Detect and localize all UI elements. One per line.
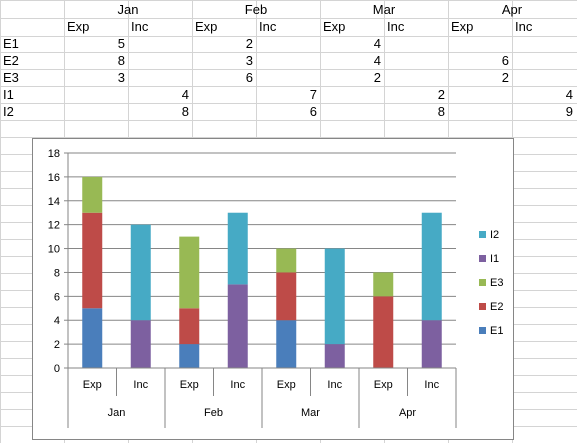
y-tick-label: 18 [48, 148, 60, 160]
y-tick-label: 0 [54, 363, 60, 375]
bar-segment-e3[interactable] [179, 236, 200, 309]
bar-segment-e1[interactable] [276, 320, 297, 368]
value-cell[interactable]: 6 [501, 53, 509, 68]
legend-swatch [479, 327, 486, 334]
y-tick-label: 2 [54, 339, 60, 351]
bar-segment-i2[interactable] [130, 224, 151, 321]
y-tick-label: 10 [48, 244, 60, 256]
row-label-cell[interactable]: E1 [3, 36, 19, 51]
bar-segment-e2[interactable] [373, 296, 394, 368]
row-label-cell[interactable]: I2 [3, 104, 14, 119]
legend-label: I2 [490, 229, 499, 241]
legend-label: E3 [490, 277, 503, 289]
subheader-cell[interactable]: Inc [515, 19, 533, 34]
value-cell[interactable]: 8 [117, 53, 125, 68]
x-group-label: Jan [108, 407, 126, 419]
legend-label: E1 [490, 325, 503, 337]
x-tick-label: Exp [180, 379, 199, 391]
value-cell[interactable]: 6 [309, 104, 317, 119]
y-tick-label: 8 [54, 267, 60, 279]
bar-segment-e3[interactable] [373, 272, 394, 297]
value-cell[interactable]: 4 [565, 87, 573, 102]
value-cell[interactable]: 3 [117, 70, 125, 85]
x-tick-label: Inc [424, 379, 439, 391]
row-label-cell[interactable]: I1 [3, 87, 14, 102]
bar-segment-e3[interactable] [82, 176, 103, 213]
legend-label: I1 [490, 253, 499, 265]
value-cell[interactable]: 8 [437, 104, 445, 119]
subheader-cell[interactable]: Exp [451, 19, 474, 34]
month-header-cell[interactable]: Feb [244, 2, 268, 17]
legend-swatch [479, 255, 486, 262]
legend-swatch [479, 231, 486, 238]
x-tick-label: Exp [277, 379, 296, 391]
x-tick-label: Inc [230, 379, 245, 391]
value-cell[interactable]: 6 [245, 70, 253, 85]
value-cell[interactable]: 7 [309, 87, 317, 102]
row-label-cell[interactable]: E2 [3, 53, 19, 68]
legend-swatch [479, 303, 486, 310]
y-tick-label: 4 [54, 315, 60, 327]
bar-segment-e2[interactable] [179, 308, 200, 345]
bar-segment-i2[interactable] [421, 212, 442, 321]
y-tick-label: 16 [48, 172, 60, 184]
row-label-cell[interactable]: E3 [3, 70, 19, 85]
subheader-cell[interactable]: Inc [131, 19, 149, 34]
bar-segment-e2[interactable] [82, 212, 103, 309]
value-cell[interactable]: 8 [181, 104, 189, 119]
legend-label: E2 [490, 301, 503, 313]
month-header-cell[interactable]: Mar [372, 2, 396, 17]
value-cell[interactable]: 2 [501, 70, 509, 85]
subheader-cell[interactable]: Exp [67, 19, 90, 34]
stacked-bar-chart[interactable]: 0 2 4 6 8 10 12 14 16 18 Exp Inc Exp Inc Exp Inc Exp Inc J… [32, 138, 514, 440]
bar-segment-i2[interactable] [227, 212, 248, 285]
value-cell[interactable]: 2 [245, 36, 253, 51]
value-cell[interactable]: 4 [373, 36, 381, 51]
bar-segment-e2[interactable] [276, 272, 297, 321]
bar-segment-e3[interactable] [276, 248, 297, 273]
bar-segment-e1[interactable] [82, 308, 103, 368]
bar-segment-i2[interactable] [324, 248, 345, 345]
subheader-cell[interactable]: Inc [387, 19, 405, 34]
bar-segment-i1[interactable] [227, 284, 248, 368]
value-cell[interactable]: 2 [373, 70, 381, 85]
subheader-cell[interactable]: Exp [195, 19, 218, 34]
legend-swatch [479, 279, 486, 286]
value-cell[interactable]: 5 [117, 36, 125, 51]
x-tick-label: Inc [327, 379, 342, 391]
subheader-cell[interactable]: Exp [323, 19, 346, 34]
value-cell[interactable]: 4 [181, 87, 189, 102]
month-header-cell[interactable]: Jan [117, 2, 139, 17]
x-group-label: Mar [301, 407, 320, 419]
subheader-cell[interactable]: Inc [259, 19, 277, 34]
y-tick-label: 12 [48, 220, 60, 232]
x-tick-label: Inc [133, 379, 148, 391]
value-cell[interactable]: 3 [245, 53, 253, 68]
bar-segment-e1[interactable] [179, 344, 200, 368]
bar-segment-i1[interactable] [130, 320, 151, 368]
x-group-label: Feb [204, 407, 223, 419]
y-tick-label: 14 [48, 196, 60, 208]
bar-segment-i1[interactable] [324, 344, 345, 368]
bar-segment-i1[interactable] [421, 320, 442, 368]
x-tick-label: Exp [374, 379, 393, 391]
y-tick-label: 6 [54, 291, 60, 303]
x-tick-label: Exp [83, 379, 102, 391]
value-cell[interactable]: 4 [373, 53, 381, 68]
value-cell[interactable]: 9 [565, 104, 573, 119]
x-group-label: Apr [399, 407, 416, 419]
value-cell[interactable]: 2 [437, 87, 445, 102]
month-header-cell[interactable]: Apr [501, 2, 523, 17]
